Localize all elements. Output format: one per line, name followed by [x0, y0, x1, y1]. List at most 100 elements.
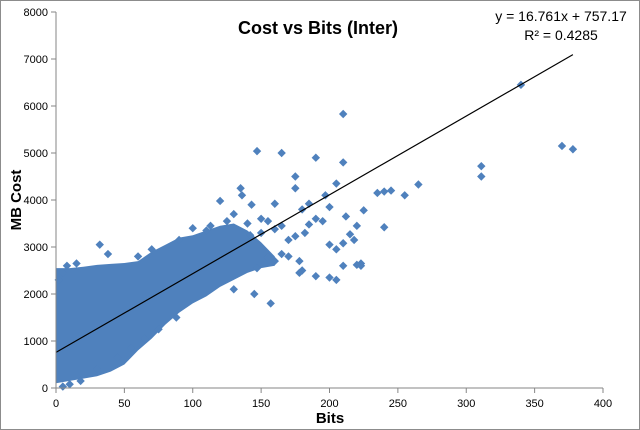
- chart-title: Cost vs Bits (Inter): [238, 18, 398, 38]
- data-point: [304, 220, 314, 229]
- data-point: [250, 289, 259, 299]
- data-point: [95, 240, 104, 249]
- data-point: [202, 226, 211, 235]
- y-tick-label: 3000: [24, 242, 48, 254]
- data-point: [263, 216, 273, 226]
- data-point: [229, 209, 238, 219]
- data-point: [270, 256, 279, 266]
- data-point: [386, 186, 396, 195]
- data-point: [127, 343, 136, 353]
- x-axis-title: Bits: [316, 410, 344, 427]
- data-point: [352, 260, 362, 270]
- data-point: [236, 184, 245, 193]
- data-point: [256, 214, 266, 223]
- data-point: [54, 275, 63, 285]
- data-point: [263, 253, 273, 262]
- x-tick-label: 50: [118, 398, 130, 410]
- data-point: [188, 224, 197, 233]
- y-tick-label: 7000: [24, 54, 48, 66]
- data-point: [341, 212, 351, 221]
- data-point: [206, 221, 215, 231]
- data-point: [172, 313, 181, 322]
- data-point: [215, 196, 225, 206]
- data-point: [352, 221, 362, 231]
- data-point: [113, 353, 122, 362]
- data-point: [72, 259, 81, 268]
- x-tick-label: 300: [457, 398, 475, 410]
- data-point: [318, 216, 327, 226]
- data-point: [58, 382, 68, 391]
- data-point: [147, 245, 156, 254]
- y-tick-label: 6000: [24, 101, 48, 113]
- x-tick-label: 200: [320, 398, 338, 410]
- data-point: [345, 230, 355, 239]
- data-point: [277, 148, 286, 158]
- data-point: [380, 187, 389, 196]
- x-tick-label: 250: [389, 398, 407, 410]
- trendline: [55, 54, 574, 353]
- trendline-r-squared: R² = 0.4285: [524, 27, 598, 43]
- data-point: [321, 191, 330, 200]
- data-point: [338, 261, 348, 270]
- data-point: [140, 334, 150, 343]
- data-point: [256, 228, 266, 238]
- data-point: [103, 249, 113, 259]
- data-point: [311, 214, 321, 223]
- data-point: [338, 239, 348, 248]
- data-point: [243, 219, 252, 228]
- data-point: [332, 179, 341, 188]
- data-point: [311, 271, 321, 281]
- data-point: [277, 249, 286, 259]
- dense-point-cloud: [56, 223, 275, 384]
- data-point: [154, 325, 163, 334]
- data-point: [311, 153, 321, 162]
- y-tick-label: 1000: [24, 336, 48, 348]
- data-point: [325, 202, 334, 212]
- data-point: [247, 200, 256, 209]
- x-tick-label: 0: [53, 398, 59, 410]
- data-point: [300, 228, 310, 238]
- data-point: [325, 240, 334, 249]
- data-point: [284, 235, 293, 245]
- y-tick-label: 0: [42, 383, 48, 395]
- data-point: [174, 235, 184, 245]
- x-tick-label: 400: [594, 398, 612, 410]
- data-point: [373, 188, 382, 198]
- data-point: [359, 206, 368, 215]
- x-axis-ticks: 0 50 100 150 200 250 300 350 400: [53, 388, 612, 410]
- data-point: [284, 252, 293, 261]
- data-point: [291, 231, 300, 241]
- data-point: [92, 365, 102, 374]
- data-point: [477, 172, 486, 181]
- x-tick-label: 350: [525, 398, 543, 410]
- trendline-equation: y = 16.761x + 757.17: [495, 8, 627, 24]
- data-point: [295, 268, 304, 278]
- data-point: [380, 223, 389, 232]
- y-tick-label: 8000: [24, 7, 48, 19]
- data-point: [291, 172, 300, 181]
- data-point: [133, 252, 143, 261]
- data-point: [245, 231, 255, 240]
- data-point: [58, 268, 68, 278]
- y-axis-title: MB Cost: [8, 170, 25, 231]
- y-tick-label: 5000: [24, 148, 48, 160]
- plot-area: [54, 54, 578, 391]
- data-point: [266, 299, 275, 308]
- data-point: [237, 191, 247, 200]
- data-point: [568, 145, 578, 154]
- data-point: [65, 380, 74, 389]
- y-tick-label: 2000: [24, 289, 48, 301]
- y-tick-label: 4000: [24, 195, 48, 207]
- y-axis-ticks: 0 1000 2000 3000 4000 5000 6000 7000 8000: [24, 7, 56, 395]
- data-point: [332, 275, 341, 285]
- data-point: [229, 285, 238, 294]
- x-tick-label: 150: [252, 398, 270, 410]
- data-point: [62, 261, 72, 270]
- data-point: [291, 184, 300, 193]
- data-point: [332, 245, 341, 254]
- data-point: [338, 109, 348, 119]
- data-point: [76, 376, 85, 386]
- data-point: [325, 273, 334, 282]
